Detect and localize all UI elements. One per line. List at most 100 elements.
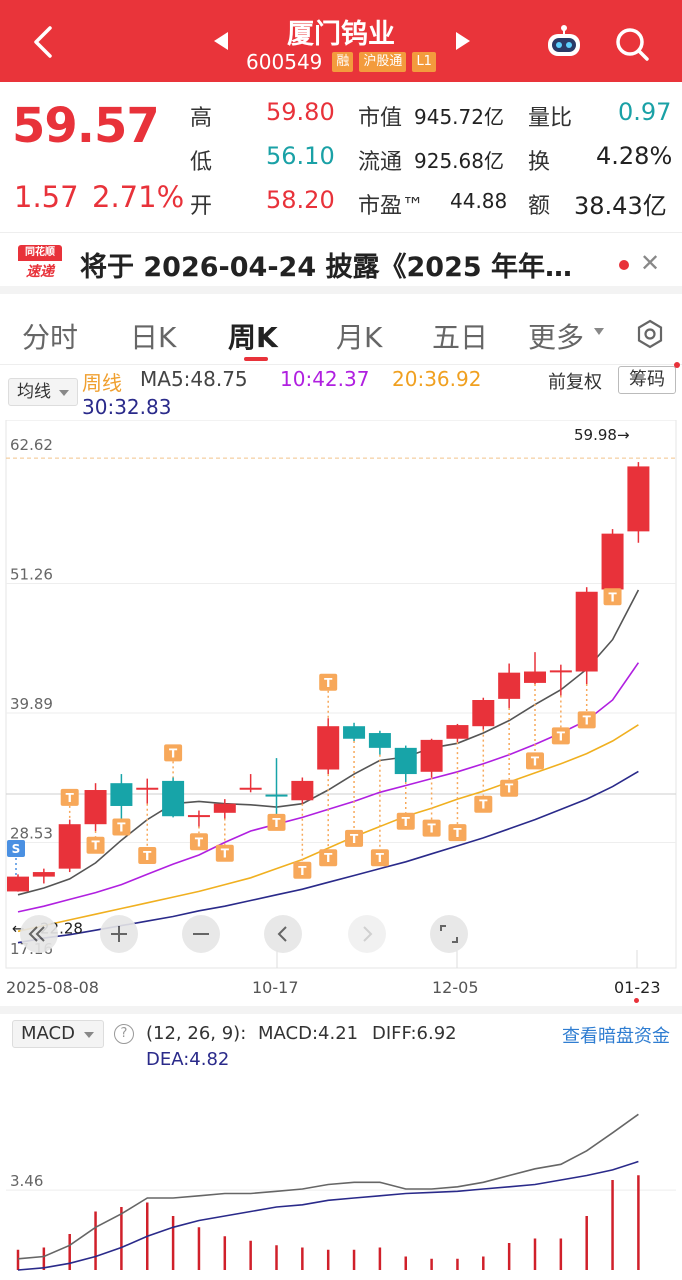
candle-body[interactable] — [291, 780, 314, 801]
candle-body[interactable] — [549, 670, 572, 673]
candle-body[interactable] — [472, 700, 495, 727]
chevron-left-icon — [277, 926, 287, 942]
t-marker[interactable] — [551, 727, 570, 745]
x-label-2: 10-17 — [252, 978, 299, 997]
prev-stock-icon[interactable] — [214, 32, 228, 50]
dea-line — [17, 1160, 639, 1271]
volratio-label: 量比 — [528, 106, 573, 131]
t-marker[interactable] — [396, 812, 415, 830]
t-marker[interactable] — [370, 849, 389, 867]
zoom-out-button[interactable] — [182, 915, 220, 953]
price-change: 1.57 — [14, 180, 79, 214]
t-marker[interactable] — [215, 844, 234, 862]
dark-pool-funds-link[interactable]: 查看暗盘资金 — [562, 1026, 670, 1047]
candle-body[interactable] — [187, 815, 210, 818]
section-divider — [0, 1006, 682, 1014]
candle-body[interactable] — [394, 747, 417, 775]
t-marker[interactable] — [164, 744, 183, 762]
t-marker[interactable] — [189, 833, 208, 851]
candle-body[interactable] — [265, 794, 288, 797]
adjustment-toggle[interactable]: 前复权 — [548, 372, 602, 393]
candle-body[interactable] — [498, 672, 521, 699]
t-marker[interactable] — [448, 824, 467, 842]
ma20-line — [17, 724, 639, 933]
chevron-down-icon — [594, 328, 604, 335]
candle-body[interactable] — [524, 671, 546, 683]
tab-more[interactable]: 更多 — [528, 321, 585, 354]
float-label: 流通 — [358, 150, 403, 175]
candle-body[interactable] — [162, 780, 185, 817]
candle-body[interactable] — [32, 872, 55, 877]
t-marker[interactable] — [577, 711, 596, 729]
announcement-bar[interactable]: 同花顺 速递 将于 2026-04-24 披露《2025 年年… ✕ — [0, 232, 682, 294]
search-icon[interactable] — [612, 24, 652, 64]
t-marker[interactable] — [345, 829, 364, 847]
top-header: 厦门钨业 600549 融 沪股通 L1 — [0, 0, 682, 82]
candle-body[interactable] — [420, 739, 443, 772]
macd-chart[interactable]: 3.46 — [0, 1040, 682, 1280]
t-marker[interactable] — [138, 846, 157, 864]
t-marker[interactable] — [319, 849, 338, 867]
t-marker-label: T — [453, 826, 462, 840]
t-marker[interactable] — [526, 752, 544, 770]
pan-left-button[interactable] — [264, 915, 302, 953]
s-marker[interactable] — [7, 840, 25, 857]
tab-weekly-k[interactable]: 周K — [228, 321, 278, 354]
fullscreen-button[interactable] — [430, 915, 468, 953]
price-change-pct: 2.71% — [92, 180, 185, 214]
candle-body[interactable] — [601, 533, 624, 590]
t-marker[interactable] — [60, 788, 79, 806]
candle-body[interactable] — [58, 824, 81, 869]
tab-five-day[interactable]: 五日 — [432, 321, 489, 354]
t-marker[interactable] — [500, 779, 519, 797]
t-marker[interactable] — [293, 861, 312, 879]
back-arrow-icon[interactable] — [22, 18, 66, 66]
t-marker[interactable] — [319, 673, 338, 691]
chevron-right-icon — [363, 926, 373, 942]
candle-body[interactable] — [7, 876, 29, 892]
next-stock-icon[interactable] — [456, 32, 470, 50]
candle-body[interactable] — [136, 787, 159, 790]
t-marker-label: T — [583, 713, 592, 727]
candle-body[interactable] — [84, 790, 107, 825]
t-marker-label: T — [324, 676, 333, 690]
diff-line — [17, 1113, 639, 1260]
t-marker-label: T — [66, 791, 75, 805]
t-marker[interactable] — [422, 819, 441, 837]
t-marker[interactable] — [474, 795, 493, 813]
pe-label: 市盈™ — [358, 194, 425, 219]
current-price: 59.57 — [12, 98, 160, 154]
candle-body[interactable] — [368, 733, 391, 748]
zoom-in-button[interactable] — [100, 915, 138, 953]
t-marker[interactable] — [86, 836, 105, 854]
candle-body[interactable] — [213, 803, 236, 813]
tab-daily-k[interactable]: 日K — [130, 321, 177, 354]
turnover-value: 4.28% — [596, 142, 673, 170]
sub-indicator-select[interactable]: MACD — [12, 1020, 104, 1048]
ma20-value: 20:36.92 — [392, 367, 482, 391]
t-marker[interactable] — [267, 813, 286, 831]
candle-body[interactable] — [446, 725, 469, 739]
minus-icon — [193, 933, 209, 935]
t-marker-label: T — [91, 839, 100, 853]
candle-body[interactable] — [110, 783, 133, 806]
t-marker[interactable] — [112, 818, 131, 836]
candle-body[interactable] — [239, 787, 262, 790]
candle-body[interactable] — [343, 726, 366, 739]
indicator-select[interactable]: 均线 — [8, 378, 78, 406]
pan-right-button[interactable] — [348, 915, 386, 953]
tab-monthly-k[interactable]: 月K — [336, 321, 383, 354]
candle-body[interactable] — [317, 726, 340, 770]
t-marker[interactable] — [603, 588, 622, 606]
candle-body[interactable] — [575, 591, 598, 672]
robot-assistant-icon[interactable] — [544, 24, 584, 60]
settings-icon[interactable] — [634, 318, 666, 350]
tab-intraday[interactable]: 分时 — [22, 321, 79, 354]
pan-left-fast-button[interactable] — [20, 915, 58, 953]
help-icon[interactable]: ? — [114, 1024, 134, 1044]
chip-distribution-button[interactable]: 筹码 — [618, 366, 676, 394]
candle-body[interactable] — [627, 466, 650, 532]
high-value: 59.80 — [266, 98, 335, 126]
close-icon[interactable]: ✕ — [640, 249, 661, 277]
